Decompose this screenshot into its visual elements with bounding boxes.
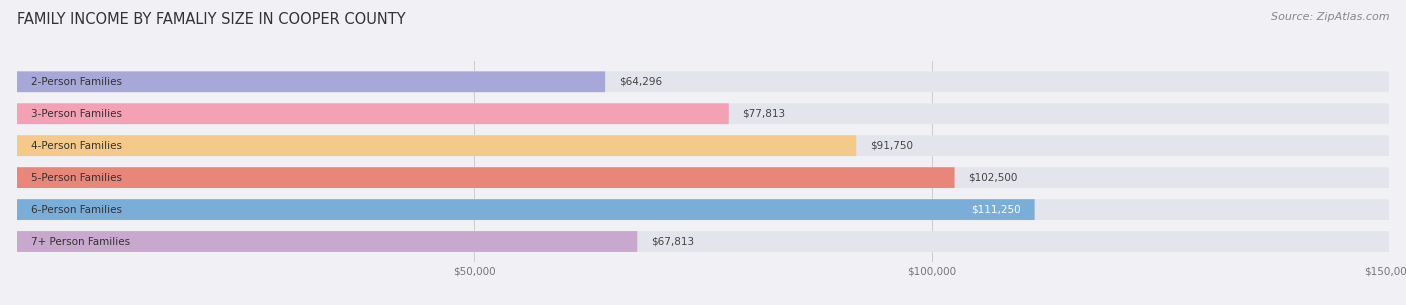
Text: Source: ZipAtlas.com: Source: ZipAtlas.com bbox=[1271, 12, 1389, 22]
Text: $67,813: $67,813 bbox=[651, 237, 695, 246]
Text: 5-Person Families: 5-Person Families bbox=[31, 173, 121, 183]
FancyBboxPatch shape bbox=[17, 71, 1389, 92]
Text: 6-Person Families: 6-Person Families bbox=[31, 205, 121, 215]
FancyBboxPatch shape bbox=[17, 167, 1389, 188]
FancyBboxPatch shape bbox=[17, 135, 856, 156]
FancyBboxPatch shape bbox=[17, 199, 1035, 220]
Text: 3-Person Families: 3-Person Families bbox=[31, 109, 121, 119]
Text: $64,296: $64,296 bbox=[619, 77, 662, 87]
FancyBboxPatch shape bbox=[17, 103, 1389, 124]
Text: $111,250: $111,250 bbox=[972, 205, 1021, 215]
FancyBboxPatch shape bbox=[17, 135, 1389, 156]
FancyBboxPatch shape bbox=[17, 231, 1389, 252]
FancyBboxPatch shape bbox=[17, 71, 605, 92]
Text: $77,813: $77,813 bbox=[742, 109, 786, 119]
FancyBboxPatch shape bbox=[17, 167, 955, 188]
FancyBboxPatch shape bbox=[17, 103, 728, 124]
Text: 7+ Person Families: 7+ Person Families bbox=[31, 237, 129, 246]
Text: $102,500: $102,500 bbox=[969, 173, 1018, 183]
Text: FAMILY INCOME BY FAMALIY SIZE IN COOPER COUNTY: FAMILY INCOME BY FAMALIY SIZE IN COOPER … bbox=[17, 12, 405, 27]
FancyBboxPatch shape bbox=[17, 231, 637, 252]
Text: 2-Person Families: 2-Person Families bbox=[31, 77, 121, 87]
FancyBboxPatch shape bbox=[17, 199, 1389, 220]
Text: 4-Person Families: 4-Person Families bbox=[31, 141, 121, 151]
Text: $91,750: $91,750 bbox=[870, 141, 912, 151]
